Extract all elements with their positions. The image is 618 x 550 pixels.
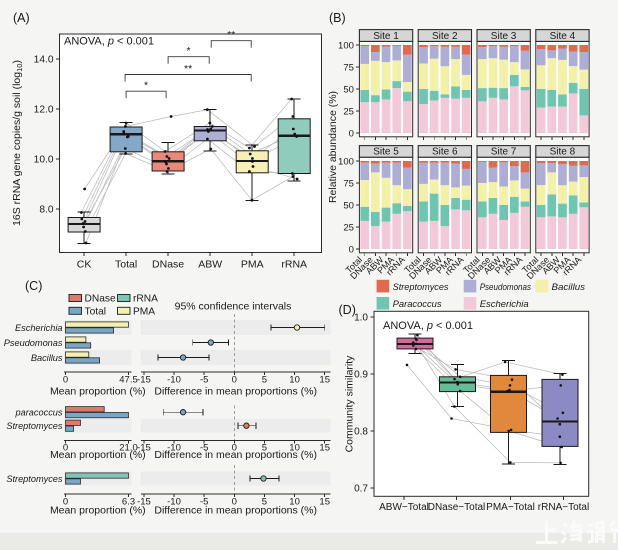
svg-text:Pseudomonas: Pseudomonas	[4, 338, 63, 348]
svg-text:rRNA−Total: rRNA−Total	[538, 502, 589, 513]
svg-text:Pseudomonas: Pseudomonas	[480, 282, 531, 293]
svg-text:0: 0	[232, 443, 237, 454]
svg-text:15: 15	[319, 374, 330, 385]
svg-text:0: 0	[63, 374, 68, 385]
svg-text:DNase: DNase	[152, 259, 184, 271]
svg-text:Community similarity: Community similarity	[344, 355, 356, 453]
svg-text:10: 10	[289, 443, 300, 454]
svg-text:(D): (D)	[339, 303, 356, 317]
svg-text:Difference in mean proportions: Difference in mean proportions (%)	[154, 505, 317, 517]
svg-text:ABW: ABW	[198, 259, 222, 271]
svg-text:Streptomyces: Streptomyces	[393, 282, 449, 293]
svg-text:95% confidence intervals: 95% confidence intervals	[175, 301, 292, 313]
svg-text:12.0: 12.0	[34, 105, 54, 116]
svg-text:Site 2: Site 2	[432, 31, 458, 42]
svg-text:PMA−Total: PMA−Total	[486, 502, 535, 513]
svg-text:5: 5	[262, 496, 267, 507]
svg-text:Site 6: Site 6	[432, 147, 458, 158]
svg-text:DNase: DNase	[85, 294, 116, 305]
svg-text:*: *	[144, 80, 148, 92]
svg-text:Mean proportion (%): Mean proportion (%)	[50, 386, 146, 398]
svg-text:21.0: 21.0	[119, 443, 138, 454]
svg-text:14.0: 14.0	[34, 55, 54, 66]
svg-text:100: 100	[338, 156, 354, 167]
svg-text:Bacillus: Bacillus	[31, 353, 63, 363]
svg-text:5: 5	[262, 374, 267, 385]
svg-text:47.5: 47.5	[119, 374, 138, 385]
svg-text:75: 75	[343, 62, 354, 73]
svg-text:15: 15	[319, 496, 330, 507]
svg-text:Site 8: Site 8	[550, 147, 576, 158]
svg-text:-5: -5	[200, 374, 208, 385]
svg-text:10: 10	[289, 374, 300, 385]
svg-text:*: *	[187, 45, 191, 57]
svg-text:(A): (A)	[13, 11, 30, 25]
svg-text:(C): (C)	[25, 279, 42, 293]
svg-text:-15: -15	[137, 496, 151, 507]
svg-text:ABW−Total: ABW−Total	[379, 502, 429, 513]
svg-text:25: 25	[343, 222, 354, 233]
svg-text:0: 0	[63, 496, 68, 507]
svg-text:rRNA: rRNA	[281, 259, 307, 271]
svg-text:0: 0	[349, 244, 354, 255]
svg-text:25: 25	[343, 106, 354, 117]
svg-text:**: **	[227, 29, 235, 41]
svg-text:Escherichia: Escherichia	[15, 323, 63, 333]
svg-text:rRNA: rRNA	[133, 294, 158, 305]
svg-text:75: 75	[343, 178, 354, 189]
svg-text:PMA: PMA	[133, 306, 155, 317]
svg-text:Bacillus: Bacillus	[552, 282, 586, 293]
svg-text:0.7: 0.7	[354, 484, 368, 495]
svg-text:Total: Total	[85, 306, 107, 317]
svg-text:**: **	[184, 63, 192, 75]
svg-text:Escherichia: Escherichia	[480, 299, 529, 310]
svg-text:DNase−Total: DNase−Total	[428, 502, 486, 513]
svg-text:Relative abundance (%): Relative abundance (%)	[327, 91, 339, 203]
svg-text:paracoccus: paracoccus	[15, 408, 63, 418]
svg-text:0: 0	[349, 128, 354, 139]
svg-text:-10: -10	[167, 496, 181, 507]
svg-text:-10: -10	[167, 374, 181, 385]
svg-text:CK: CK	[77, 259, 92, 271]
svg-text:Site 3: Site 3	[491, 31, 517, 42]
svg-text:ANOVA, p < 0.001: ANOVA, p < 0.001	[383, 320, 473, 332]
svg-text:10.0: 10.0	[34, 155, 54, 166]
svg-text:Site 7: Site 7	[491, 147, 517, 158]
svg-text:Difference in mean proportions: Difference in mean proportions (%)	[154, 386, 317, 398]
svg-text:Difference in mean proportions: Difference in mean proportions (%)	[154, 449, 317, 461]
svg-text:0: 0	[63, 443, 68, 454]
svg-text:-10: -10	[167, 443, 181, 454]
svg-text:8.0: 8.0	[39, 205, 53, 216]
svg-text:10: 10	[289, 496, 300, 507]
svg-text:100: 100	[338, 40, 354, 51]
svg-text:6.3: 6.3	[122, 496, 135, 507]
svg-text:16S rRNA gene copies/g soil (l: 16S rRNA gene copies/g soil (log10)	[11, 60, 24, 226]
svg-text:0: 0	[232, 496, 237, 507]
svg-text:Mean proportion (%): Mean proportion (%)	[50, 449, 146, 461]
svg-text:Mean proportion (%): Mean proportion (%)	[50, 505, 146, 517]
svg-text:1.0: 1.0	[354, 313, 368, 324]
svg-text:ANOVA, p < 0.001: ANOVA, p < 0.001	[64, 36, 154, 48]
svg-text:-15: -15	[137, 374, 151, 385]
svg-text:Paracoccus: Paracoccus	[393, 299, 442, 310]
svg-text:-5: -5	[200, 443, 208, 454]
svg-text:Total: Total	[115, 259, 137, 271]
svg-text:50: 50	[343, 84, 354, 95]
svg-text:-15: -15	[137, 443, 151, 454]
svg-text:Streptomyces: Streptomyces	[6, 474, 63, 484]
svg-text:Site 1: Site 1	[373, 31, 399, 42]
svg-text:0.9: 0.9	[354, 370, 368, 381]
svg-text:Streptomyces: Streptomyces	[6, 421, 63, 431]
svg-text:50: 50	[343, 200, 354, 211]
svg-text:Site 5: Site 5	[373, 147, 399, 158]
svg-text:15: 15	[319, 443, 330, 454]
svg-text:5: 5	[262, 443, 267, 454]
svg-text:Site 4: Site 4	[550, 31, 576, 42]
svg-text:0.8: 0.8	[354, 427, 368, 438]
svg-text:(B): (B)	[329, 11, 346, 25]
svg-text:PMA: PMA	[241, 259, 264, 271]
svg-text:0: 0	[232, 374, 237, 385]
svg-text:-5: -5	[200, 496, 208, 507]
